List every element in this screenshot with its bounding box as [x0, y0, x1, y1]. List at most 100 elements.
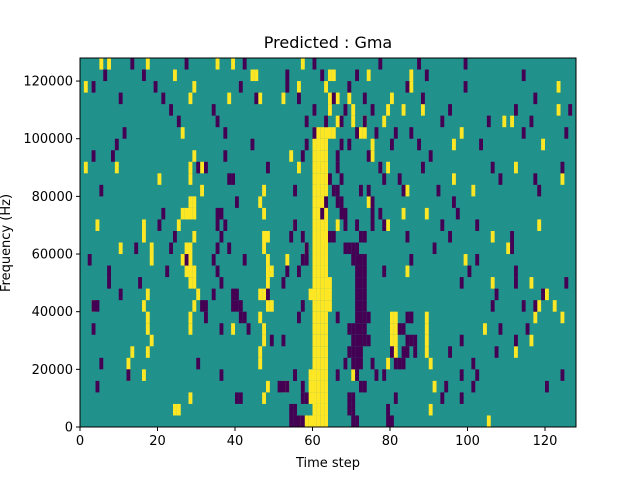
heatmap-cell-high: [529, 334, 534, 347]
heatmap-cell-low: [335, 369, 340, 381]
heatmap-cell-high: [188, 265, 193, 278]
heatmap-cell-low: [362, 300, 367, 312]
heatmap-cell-high: [312, 323, 317, 335]
heatmap-cell-high: [359, 127, 363, 139]
heatmap-cell-low: [331, 92, 336, 105]
heatmap-cell-high: [312, 265, 317, 278]
heatmap-cell-low: [300, 230, 305, 243]
heatmap-cell-high: [176, 403, 181, 416]
heatmap-cell-high: [386, 161, 390, 174]
heatmap-cell-high: [452, 173, 456, 185]
heatmap-cell-low: [289, 403, 294, 416]
heatmap-cell-high: [386, 219, 390, 231]
heatmap-cell-high: [192, 277, 197, 289]
heatmap-cell-low: [359, 288, 363, 301]
heatmap-cell-high: [258, 288, 263, 301]
heatmap-cell-high: [316, 369, 321, 381]
heatmap-cell-high: [192, 265, 197, 278]
heatmap-cell-high: [320, 173, 325, 185]
heatmap-cell-low: [331, 230, 336, 243]
heatmap-cell-low: [362, 265, 367, 278]
heatmap-cell-low: [521, 127, 526, 139]
heatmap-cell-high: [316, 265, 321, 278]
heatmap-cell-low: [514, 277, 518, 289]
heatmap-cell-low: [382, 219, 387, 231]
heatmap-cell-low: [444, 380, 449, 393]
heatmap-cell-low: [173, 230, 177, 243]
heatmap-cell-low: [347, 392, 352, 404]
heatmap-cell-low: [355, 277, 359, 289]
heatmap-cell-low: [200, 300, 204, 312]
axes-frame: [79, 57, 577, 428]
heatmap-cell-low: [285, 81, 290, 93]
heatmap-cell-low: [215, 115, 220, 128]
heatmap-cell-low: [300, 392, 305, 404]
heatmap-cell-high: [312, 346, 317, 358]
heatmap-cell-low: [463, 81, 468, 93]
heatmap-cell-low: [362, 323, 367, 335]
heatmap-cell-high: [320, 380, 325, 393]
heatmap-cell-high: [142, 230, 146, 243]
heatmap-cell-high: [188, 311, 193, 324]
heatmap-cell-low: [545, 380, 549, 393]
heatmap-cell-high: [560, 173, 565, 185]
heatmap-cell-high: [324, 392, 328, 404]
heatmap-cell-low: [355, 288, 359, 301]
heatmap-cell-low: [490, 300, 495, 312]
heatmap-cell-high: [266, 380, 270, 393]
heatmap-cell-low: [281, 334, 286, 347]
heatmap-cell-high: [192, 230, 197, 243]
heatmap-cell-high: [114, 161, 119, 174]
heatmap-cell-high: [316, 300, 321, 312]
heatmap-cell-high: [188, 277, 193, 289]
heatmap-cell-high: [258, 357, 263, 370]
heatmap-cell-low: [393, 392, 398, 404]
heatmap-cell-low: [494, 346, 499, 358]
heatmap-cell-low: [362, 277, 367, 289]
heatmap-low-cells: [87, 58, 573, 427]
heatmap-cell-high: [308, 392, 313, 404]
heatmap-cell-high: [320, 311, 325, 324]
heatmap-cell-high: [324, 161, 328, 174]
heatmap-cell-low: [215, 207, 220, 220]
heatmap-cell-high: [386, 357, 390, 370]
heatmap-cell-low: [184, 254, 189, 266]
heatmap-cell-high: [176, 219, 181, 231]
heatmap-cell-high: [316, 173, 321, 185]
heatmap-cell-high: [390, 334, 394, 347]
heatmap-cell-high: [95, 219, 100, 231]
heatmap-cell-low: [107, 277, 111, 289]
heatmap-cell-high: [262, 242, 266, 255]
heatmap-cell-low: [169, 104, 173, 116]
heatmap-cell-high: [316, 288, 321, 301]
heatmap-cell-low: [235, 392, 239, 404]
heatmap-cell-low: [297, 92, 301, 105]
heatmap-cell-high: [320, 127, 325, 139]
heatmap-cell-high: [324, 242, 328, 255]
heatmap-cell-low: [564, 127, 569, 139]
heatmap-cell-low: [138, 277, 142, 289]
heatmap-cell-high: [316, 346, 321, 358]
heatmap-cell-high: [320, 254, 325, 266]
heatmap-cell-high: [173, 69, 177, 82]
heatmap-cell-low: [351, 392, 356, 404]
heatmap-cell-low: [409, 334, 414, 347]
heatmap-cell-high: [262, 207, 266, 220]
heatmap-cell-low: [157, 219, 162, 231]
heatmap-cell-low: [440, 219, 445, 231]
heatmap-cell-low: [541, 288, 545, 301]
heatmap-cell-high: [452, 138, 456, 151]
heatmap-cell-high: [560, 311, 565, 324]
heatmap-cell-low: [560, 369, 565, 381]
heatmap-cell-high: [188, 173, 193, 185]
heatmap-cell-high: [324, 311, 328, 324]
x-axis-label: Time step: [295, 456, 360, 471]
heatmap-cell-low: [289, 415, 294, 427]
heatmap-cell-low: [459, 334, 464, 347]
heatmap-cell-low: [312, 104, 317, 116]
heatmap-cell-low: [300, 254, 305, 266]
heatmap-cell-low: [223, 150, 228, 162]
heatmap-cell-high: [362, 127, 367, 139]
heatmap-cell-low: [355, 265, 359, 278]
